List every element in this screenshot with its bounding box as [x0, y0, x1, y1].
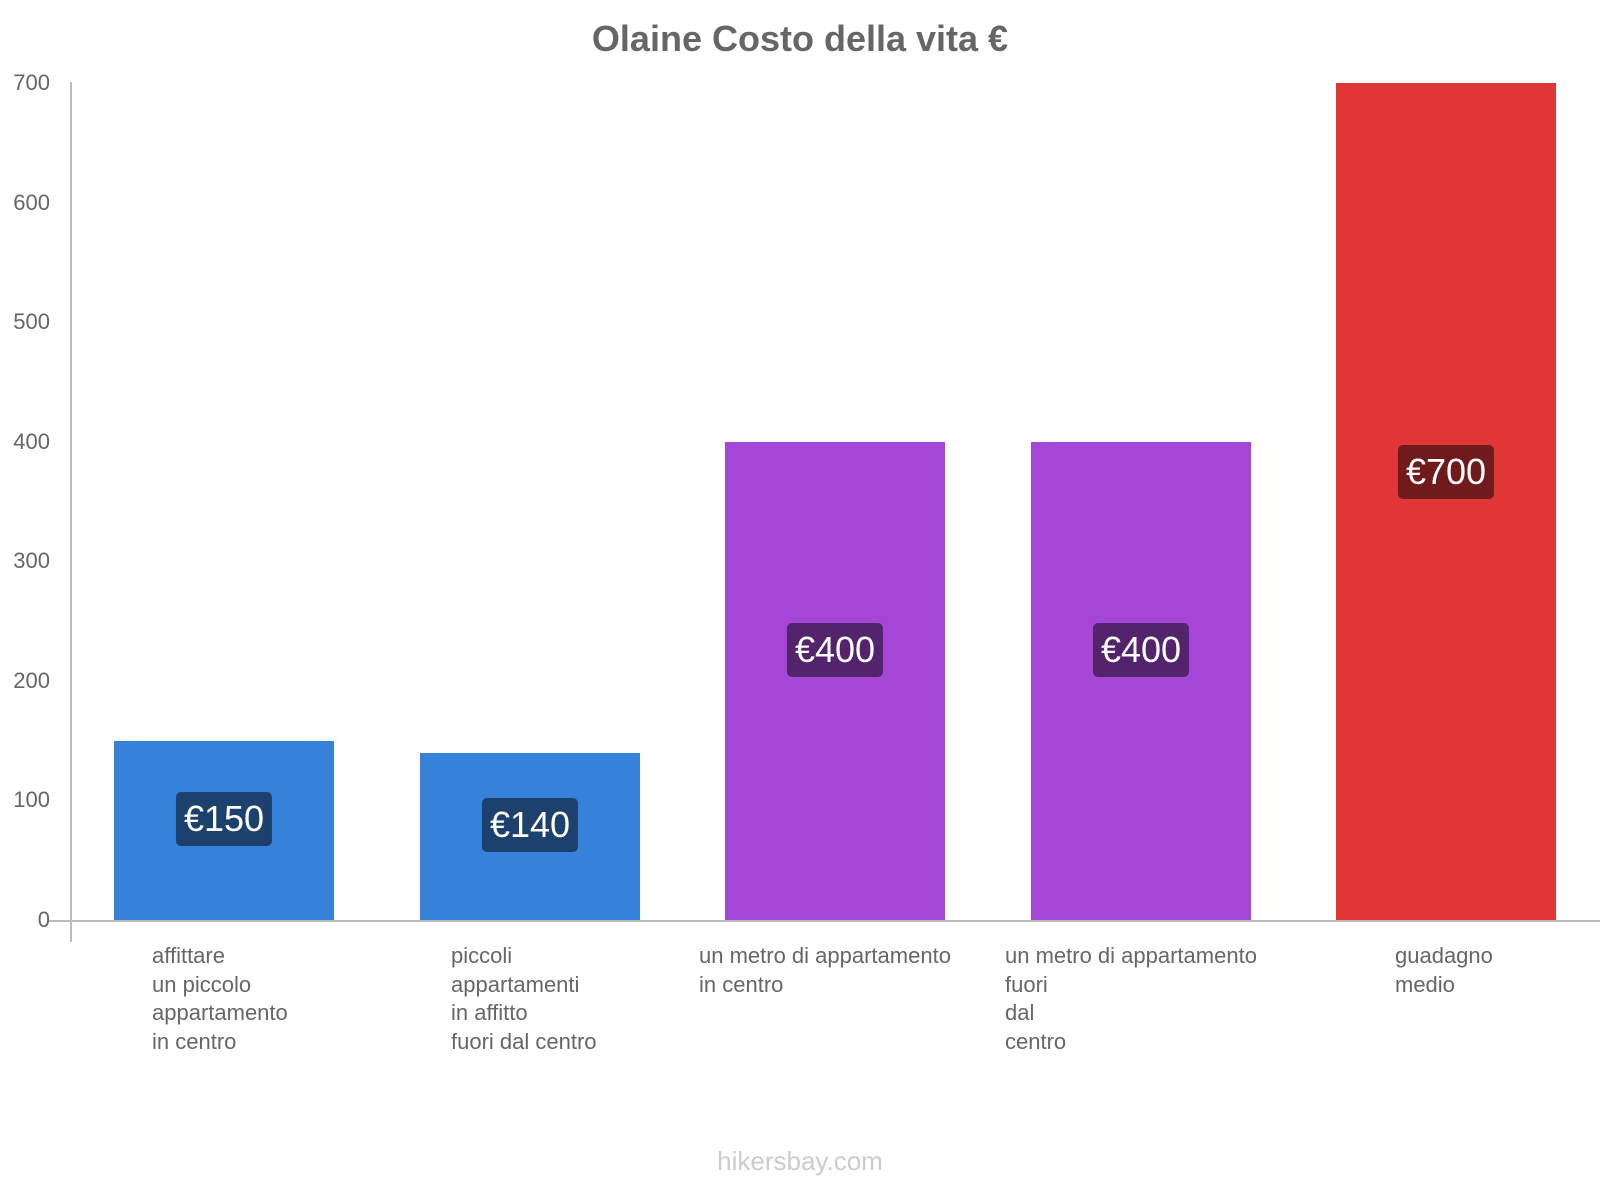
chart-title: Olaine Costo della vita € [591, 18, 1009, 59]
bar[interactable] [725, 441, 945, 920]
y-tick-label: 700 [13, 70, 50, 95]
x-category-label: piccoli appartamenti in affitto fuori da… [451, 943, 597, 1054]
x-category-label: guadagno medio [1395, 943, 1493, 997]
watermark: hikersbay.com [717, 1146, 883, 1176]
bar-value-label: €400 [786, 622, 884, 677]
bar-value-label: €700 [1397, 445, 1495, 500]
y-tick-label: 200 [13, 667, 50, 693]
bar[interactable] [1336, 83, 1556, 920]
y-axis-line [70, 82, 72, 942]
y-tick-label: 600 [13, 189, 50, 215]
bar-value-label: €150 [175, 791, 273, 846]
bar-value-label: €400 [1092, 622, 1190, 677]
y-tick-label: 100 [13, 787, 50, 813]
y-tick-label: 0 [37, 907, 50, 932]
y-tick-label: 400 [13, 428, 50, 454]
x-category-label: un metro di appartamento in centro [699, 943, 951, 997]
x-category-label: affittare un piccolo appartamento in cen… [152, 943, 288, 1054]
x-category-label: un metro di appartamento fuori dal centr… [1005, 943, 1257, 1054]
y-tick-label: 500 [13, 309, 50, 335]
x-axis-line [48, 920, 1600, 922]
bar[interactable] [1031, 441, 1251, 920]
y-tick-label: 300 [13, 548, 50, 574]
bar-value-label: €140 [481, 798, 579, 853]
